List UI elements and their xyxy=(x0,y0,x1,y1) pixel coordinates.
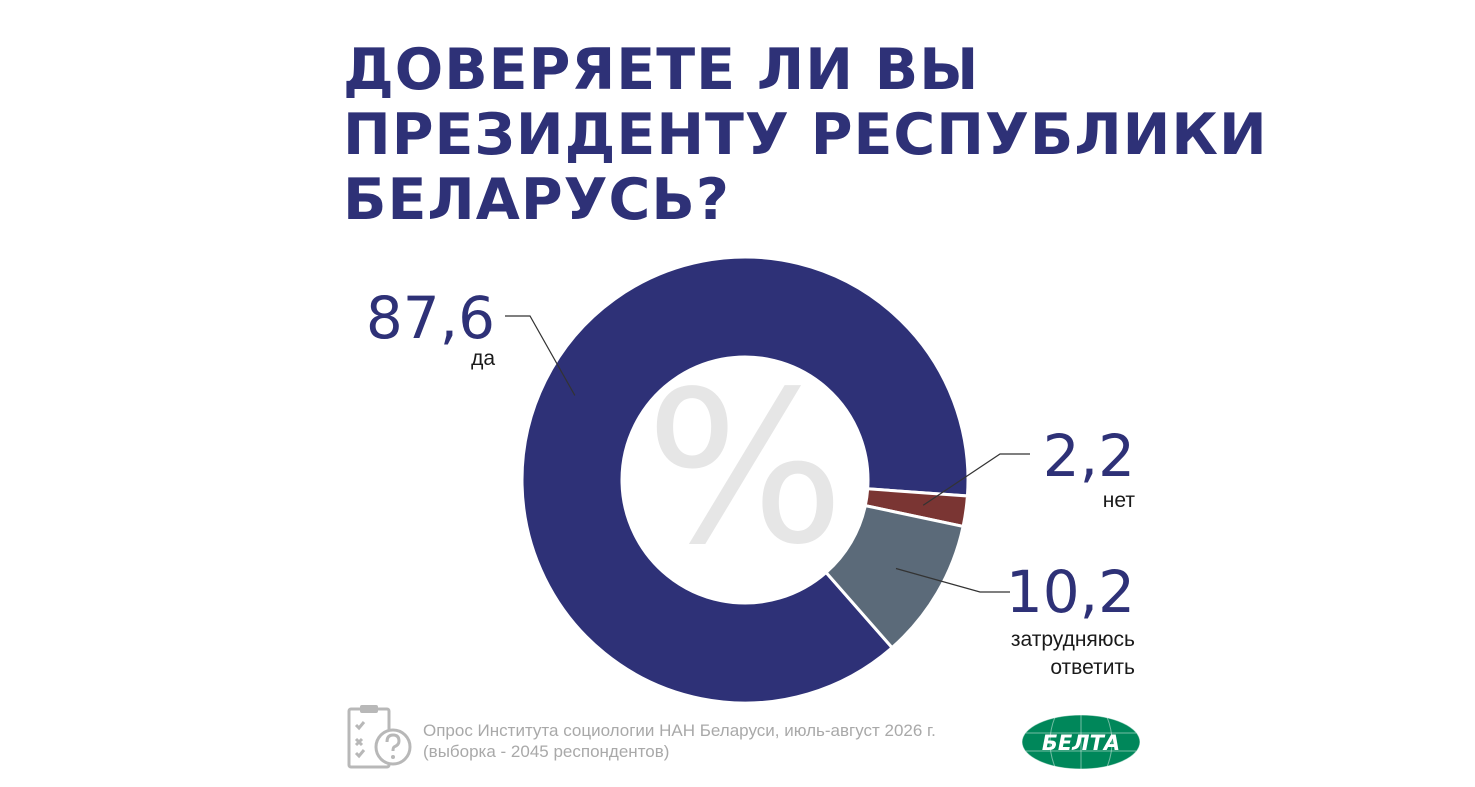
value-label-2: 10,2 xyxy=(1006,558,1135,626)
source-line-1: Опрос Института социологии НАН Беларуси,… xyxy=(423,721,936,740)
svg-text:БЕЛТА: БЕЛТА xyxy=(1042,731,1120,755)
leader-line-0 xyxy=(505,315,576,396)
source-line-2: (выборка - 2045 респондентов) xyxy=(423,742,670,761)
value-label-1: 2,2 xyxy=(1043,422,1135,490)
category-label-0-0: да xyxy=(471,347,495,370)
leader-line-2 xyxy=(895,567,1010,593)
title-line-1: Доверяете ли вы xyxy=(343,37,980,103)
page-title: Доверяете ли вы Президенту Республики Бе… xyxy=(343,37,1268,233)
category-label-2-1: ответить xyxy=(1050,656,1135,679)
belta-logo: БЕЛТА xyxy=(1021,714,1141,770)
clipboard-question-icon xyxy=(347,705,412,769)
value-label-0: 87,6 xyxy=(366,284,495,352)
donut-slice-0 xyxy=(520,255,970,705)
leader-line-1 xyxy=(922,453,1030,506)
title-line-2: Президенту Республики xyxy=(343,102,1268,168)
source-note: Опрос Института социологии НАН Беларуси,… xyxy=(423,720,1023,762)
donut-slice-2 xyxy=(823,503,965,650)
donut-slices xyxy=(520,255,970,705)
category-label-2-0: затрудняюсь xyxy=(1011,628,1135,651)
category-label-1-0: нет xyxy=(1103,489,1136,512)
title-line-3: Беларусь? xyxy=(343,167,730,233)
center-percent-symbol: % xyxy=(645,346,845,591)
